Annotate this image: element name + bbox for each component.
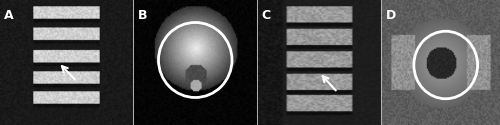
Text: B: B [138,9,147,22]
Text: A: A [4,9,14,22]
Text: C: C [262,9,271,22]
Text: D: D [386,9,396,22]
